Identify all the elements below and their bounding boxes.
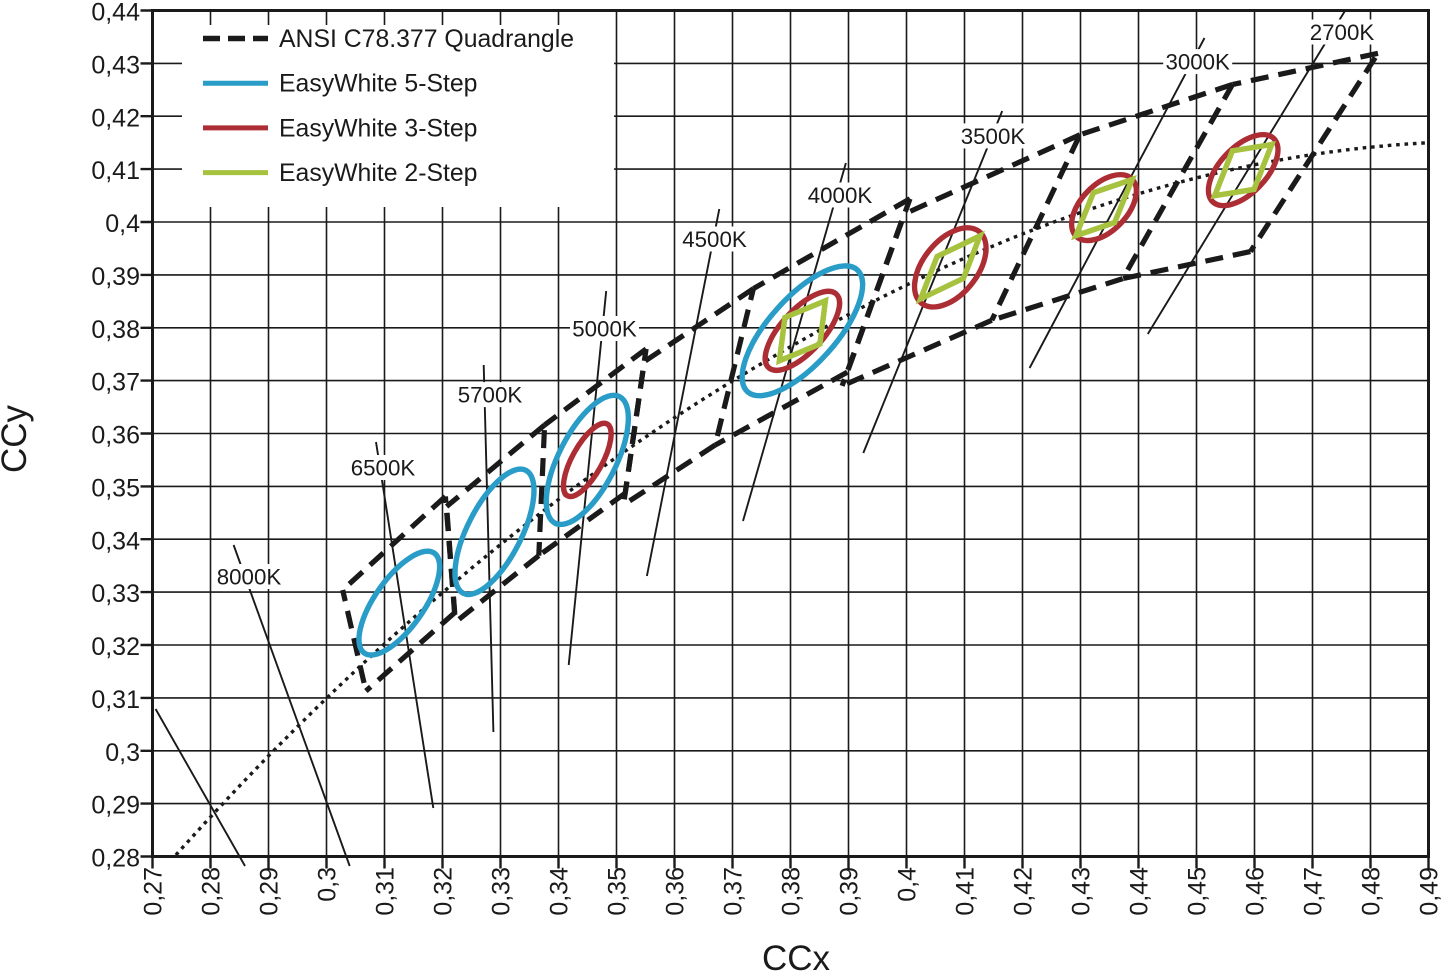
- svg-text:2700K: 2700K: [1310, 20, 1375, 45]
- svg-text:EasyWhite 3-Step: EasyWhite 3-Step: [279, 115, 477, 142]
- svg-text:0,39: 0,39: [91, 263, 140, 291]
- svg-text:EasyWhite 2-Step: EasyWhite 2-Step: [279, 160, 477, 187]
- svg-text:0,35: 0,35: [91, 474, 140, 502]
- svg-text:EasyWhite 5-Step: EasyWhite 5-Step: [279, 71, 477, 98]
- svg-text:4500K: 4500K: [682, 227, 747, 252]
- svg-text:0,31: 0,31: [372, 867, 400, 916]
- svg-text:0,49: 0,49: [1416, 867, 1444, 916]
- svg-text:CCy: CCy: [0, 404, 34, 473]
- svg-text:0,41: 0,41: [952, 867, 980, 916]
- svg-text:0,34: 0,34: [546, 867, 574, 916]
- svg-text:0,28: 0,28: [91, 845, 140, 873]
- svg-text:6500K: 6500K: [351, 456, 416, 481]
- svg-text:0,47: 0,47: [1300, 867, 1328, 916]
- svg-text:0,45: 0,45: [1184, 867, 1212, 916]
- svg-text:0,4: 0,4: [105, 210, 140, 238]
- svg-text:5700K: 5700K: [458, 383, 523, 408]
- svg-text:0,32: 0,32: [430, 867, 458, 916]
- svg-text:0,4: 0,4: [894, 867, 922, 902]
- svg-text:0,37: 0,37: [91, 369, 140, 397]
- svg-text:5000K: 5000K: [572, 317, 637, 342]
- svg-text:0,43: 0,43: [91, 51, 140, 79]
- svg-text:3500K: 3500K: [961, 124, 1026, 149]
- svg-text:8000K: 8000K: [217, 565, 282, 590]
- svg-text:ANSI C78.377 Quadrangle: ANSI C78.377 Quadrangle: [279, 26, 574, 53]
- svg-text:3000K: 3000K: [1165, 50, 1230, 75]
- svg-text:CCx: CCx: [762, 939, 831, 975]
- svg-text:0,36: 0,36: [91, 422, 140, 450]
- svg-text:0,46: 0,46: [1242, 867, 1270, 916]
- svg-text:0,29: 0,29: [91, 792, 140, 820]
- svg-text:0,37: 0,37: [720, 867, 748, 916]
- svg-text:0,31: 0,31: [91, 686, 140, 714]
- svg-text:0,38: 0,38: [91, 316, 140, 344]
- svg-text:0,35: 0,35: [604, 867, 632, 916]
- svg-text:0,39: 0,39: [836, 867, 864, 916]
- svg-text:4000K: 4000K: [808, 183, 873, 208]
- svg-text:0,44: 0,44: [91, 0, 140, 27]
- svg-text:0,3: 0,3: [105, 739, 140, 767]
- svg-text:0,48: 0,48: [1358, 867, 1386, 916]
- svg-text:0,33: 0,33: [91, 580, 140, 608]
- svg-text:0,41: 0,41: [91, 157, 140, 185]
- svg-text:0,34: 0,34: [91, 527, 140, 555]
- svg-text:0,36: 0,36: [662, 867, 690, 916]
- svg-text:0,43: 0,43: [1068, 867, 1096, 916]
- svg-text:0,3: 0,3: [314, 867, 342, 902]
- svg-text:0,42: 0,42: [91, 104, 140, 132]
- svg-text:0,42: 0,42: [1010, 867, 1038, 916]
- svg-text:0,27: 0,27: [140, 867, 168, 916]
- svg-text:0,29: 0,29: [256, 867, 284, 916]
- svg-text:0,33: 0,33: [488, 867, 516, 916]
- svg-text:0,38: 0,38: [778, 867, 806, 916]
- svg-text:0,44: 0,44: [1126, 867, 1154, 916]
- svg-text:0,32: 0,32: [91, 633, 140, 661]
- svg-text:0,28: 0,28: [198, 867, 226, 916]
